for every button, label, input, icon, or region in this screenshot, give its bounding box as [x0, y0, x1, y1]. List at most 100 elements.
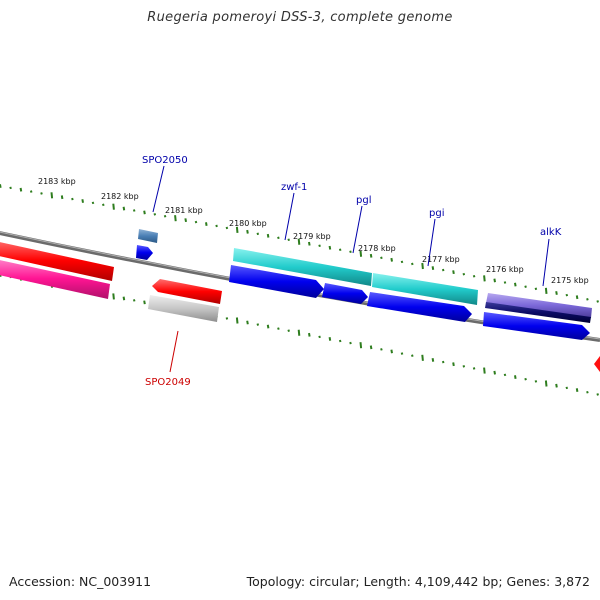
label-alkk[interactable]: alkK [540, 227, 562, 238]
scale-tick [194, 220, 198, 224]
ruler-label-2176: 2176 kbp [486, 265, 524, 274]
scale-tick [431, 357, 435, 362]
scale-tick [266, 324, 270, 329]
scale-tick [390, 257, 393, 262]
scale-tick [338, 248, 342, 252]
scale-tick [318, 244, 321, 248]
leader-pgi [427, 218, 436, 267]
gene-spo2050-arrow[interactable] [136, 245, 153, 260]
ruler-label-2179: 2179 kbp [293, 232, 331, 241]
scale-tick [493, 278, 496, 283]
label-zwf1[interactable]: zwf-1 [281, 182, 307, 193]
scale-tick [359, 342, 363, 349]
ruler-label-2177: 2177 kbp [422, 255, 460, 264]
scale-tick [308, 241, 311, 246]
gene-left-red-arrow[interactable] [0, 240, 114, 281]
scale-tick [246, 229, 249, 234]
scale-tick [328, 337, 332, 341]
scale-tick [452, 270, 455, 275]
scale-tick [514, 375, 517, 379]
gene-right-edge-arrow[interactable] [594, 356, 600, 372]
label-spo2049[interactable]: SPO2049 [145, 377, 191, 388]
gene-alkk-band[interactable] [485, 302, 591, 323]
scale-tick [544, 287, 548, 294]
scale-tick [524, 285, 527, 288]
reverse-genes [0, 240, 600, 372]
scale-tick [483, 367, 486, 374]
gene-spo2049-arrow[interactable] [152, 279, 222, 304]
scale-tick [462, 272, 466, 276]
scale-tick [174, 215, 177, 222]
gene-pgl-feature[interactable] [372, 273, 478, 305]
scale-tick [493, 370, 496, 375]
scale-tick [9, 186, 12, 190]
gene-labels: SPO2050 zwf-1 pgl pgi alkK SPO2049 [142, 155, 562, 388]
scale-tick [380, 256, 383, 260]
label-spo2050[interactable]: SPO2050 [142, 155, 188, 166]
forward-genes [136, 229, 592, 340]
scale-tick [112, 293, 115, 300]
ruler-label-2182: 2182 kbp [101, 192, 139, 201]
scale-tick [534, 380, 538, 383]
scale-tick [555, 291, 558, 295]
scale-tick [421, 262, 424, 270]
gene-spo2050-feature[interactable] [138, 229, 158, 243]
scale-tick [338, 339, 342, 343]
scale-tick [586, 390, 589, 394]
scale-tick [29, 190, 33, 193]
scale-tick [349, 250, 352, 254]
scale-tick [565, 293, 569, 297]
scale-tick [256, 323, 260, 326]
accession-text: Accession: NC_003911 [9, 574, 152, 589]
scale-tick [60, 195, 64, 200]
scale-tick [184, 218, 187, 223]
scale-tick [50, 192, 54, 199]
gene-pgl-arrow[interactable] [322, 283, 368, 304]
scale-tick [369, 345, 373, 350]
scale-tick [575, 388, 579, 392]
gene-alkk-arrow[interactable] [483, 312, 590, 340]
scale-tick [555, 383, 558, 388]
scale-tick [277, 236, 280, 240]
scale-tick [575, 295, 579, 300]
label-pgi[interactable]: pgi [429, 208, 444, 219]
scale-tick [246, 320, 249, 325]
scale-tick [143, 300, 146, 305]
scale-tick [514, 282, 517, 287]
genome-summary-text: Topology: circular; Length: 4,109,442 bp… [246, 574, 590, 589]
gene-alkk-feature[interactable] [486, 293, 592, 318]
scale-tick [266, 233, 270, 238]
scale-tick [565, 386, 569, 390]
scale-tick [400, 260, 404, 264]
scale-tick [452, 362, 455, 367]
scale-tick [81, 199, 84, 203]
gene-spo2049-feature[interactable] [148, 295, 219, 322]
scale-tick [441, 360, 445, 364]
scale-tick [40, 192, 43, 195]
scale-tick [431, 266, 435, 270]
ruler-label-2183: 2183 kbp [38, 177, 76, 186]
label-pgl[interactable]: pgl [356, 195, 371, 206]
scale-tick [411, 262, 414, 266]
gene-zwf1-feature[interactable] [233, 248, 372, 286]
scale-tick [102, 203, 105, 207]
scale-tick [503, 373, 507, 377]
scale-tick [287, 329, 290, 332]
gene-zwf1-arrow[interactable] [229, 265, 324, 298]
leader-zwf1 [284, 192, 295, 241]
gene-left-pink-arrow[interactable] [0, 258, 110, 299]
scale-tick [153, 213, 157, 216]
scale-tick [596, 300, 599, 303]
scale-tick [544, 380, 548, 387]
scale-tick [349, 341, 352, 345]
scale-tick [91, 201, 95, 205]
gene-pgi-arrow[interactable] [367, 292, 472, 322]
scale-tick [421, 354, 424, 361]
scale-tick [390, 349, 393, 354]
ruler-label-2181: 2181 kbp [165, 206, 203, 215]
scale-tick [19, 187, 23, 192]
scale-tick [472, 367, 476, 370]
scale-tick [0, 184, 2, 188]
scale-tick [297, 329, 301, 336]
scale-tick [359, 250, 363, 257]
